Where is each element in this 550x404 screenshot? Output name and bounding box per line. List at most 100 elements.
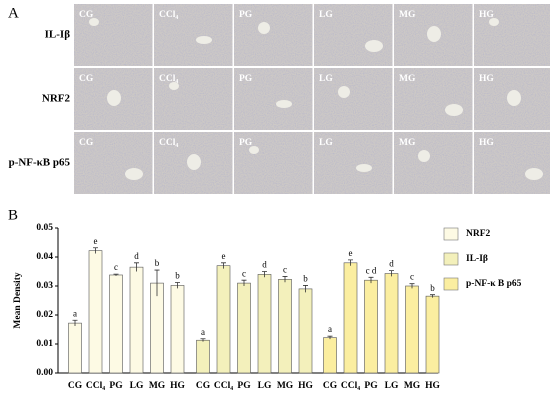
legend-label: p-NF-κ B p65	[466, 279, 522, 289]
cell-label: HG	[479, 138, 494, 148]
significance-letter: c	[114, 262, 118, 272]
vessel	[249, 146, 259, 154]
vessel	[276, 100, 292, 108]
cell-label: CCl₄	[159, 138, 178, 148]
bar	[170, 285, 185, 374]
vessel	[258, 22, 270, 34]
error-bar	[409, 283, 415, 289]
legend-swatch	[443, 227, 459, 241]
cell-label: LG	[319, 10, 333, 20]
y-tick-label: 0.05	[36, 223, 53, 233]
y-tick-label: 0.00	[36, 368, 53, 378]
error-bar	[303, 285, 308, 293]
bar	[109, 274, 123, 374]
row-label: p-NF-κB p65	[9, 157, 71, 169]
vessel	[187, 154, 201, 170]
micrograph-texture	[394, 68, 473, 130]
x-tick-label: PG	[364, 381, 378, 391]
significance-letter: d	[262, 260, 267, 270]
significance-letter: a	[73, 308, 77, 318]
legend-label: IL-Iβ	[466, 254, 488, 264]
error-bar	[72, 319, 78, 327]
bar	[278, 279, 292, 374]
cell-label: PG	[239, 10, 253, 20]
x-tick-label: HG	[170, 381, 185, 391]
x-tick-label: CG	[68, 381, 83, 391]
y-tick-label: 0.04	[36, 252, 53, 262]
micrograph-texture	[234, 132, 313, 194]
x-tick-label: CCl₄	[341, 381, 360, 391]
vessel	[196, 36, 212, 44]
micrograph-texture	[234, 4, 313, 66]
vessel	[445, 104, 463, 116]
error-bar	[113, 273, 119, 276]
vessel	[507, 90, 521, 106]
significance-letter: d	[134, 251, 139, 261]
x-tick-label: CCl₄	[86, 381, 105, 391]
row-label: IL-Iβ	[45, 29, 71, 41]
x-tick-label: CCl₄	[214, 381, 233, 391]
legend-swatch	[443, 277, 459, 291]
micrograph-texture	[474, 132, 550, 194]
y-tick-label: 0.01	[36, 339, 53, 349]
micrograph-texture	[154, 68, 233, 130]
x-tick-label: LG	[130, 381, 144, 391]
cell-label: CG	[79, 10, 94, 20]
cell-label: MG	[399, 10, 416, 20]
vessel	[489, 18, 499, 26]
cell-label: PG	[239, 74, 253, 84]
bar	[343, 262, 358, 374]
cell-label: CCl₄	[159, 10, 178, 20]
micrograph-texture	[74, 132, 153, 194]
x-tick-label: HG	[298, 381, 313, 391]
panel-label: A	[8, 5, 19, 21]
x-tick-label: PG	[109, 381, 123, 391]
cell-label: MG	[399, 74, 416, 84]
significance-letter: c d	[366, 265, 377, 275]
error-bar	[389, 270, 394, 277]
error-bar	[154, 269, 160, 297]
error-bar	[221, 262, 226, 269]
significance-letter: d	[389, 259, 394, 269]
significance-letter: b	[303, 273, 308, 283]
error-bar	[262, 271, 267, 278]
bar	[237, 282, 251, 374]
micrograph-texture	[394, 132, 473, 194]
vessel	[427, 26, 441, 42]
error-bar	[282, 276, 288, 283]
significance-letter: c	[242, 268, 246, 278]
x-tick-label: MG	[277, 381, 294, 391]
error-bar	[200, 338, 206, 342]
micrograph-texture	[74, 4, 153, 66]
micrograph-texture	[314, 132, 393, 194]
vessel	[356, 164, 372, 172]
x-tick-label: MG	[404, 381, 421, 391]
bar	[150, 282, 164, 374]
bar	[216, 265, 231, 374]
vessel	[169, 82, 179, 90]
vessel	[89, 18, 99, 26]
vessel	[525, 168, 543, 180]
cell-label: CG	[79, 74, 94, 84]
x-tick-label: HG	[425, 381, 440, 391]
bar	[425, 295, 440, 374]
micrograph-texture	[314, 4, 393, 66]
cell-label: LG	[319, 138, 333, 148]
cell-label: PG	[239, 138, 253, 148]
bar	[196, 339, 210, 374]
y-tick-label: 0.02	[36, 310, 53, 320]
cell-label: HG	[479, 10, 494, 20]
bar	[88, 250, 103, 374]
micrograph-texture	[234, 68, 313, 130]
vessel	[338, 86, 350, 98]
cell-label: HG	[479, 74, 494, 84]
bar	[68, 322, 82, 374]
error-bar	[327, 335, 333, 340]
x-tick-label: PG	[237, 381, 251, 391]
error-bar	[241, 279, 247, 286]
micrograph-texture	[474, 4, 550, 66]
x-tick-label: CG	[323, 381, 338, 391]
x-tick-label: MG	[149, 381, 166, 391]
vessel	[125, 168, 143, 180]
